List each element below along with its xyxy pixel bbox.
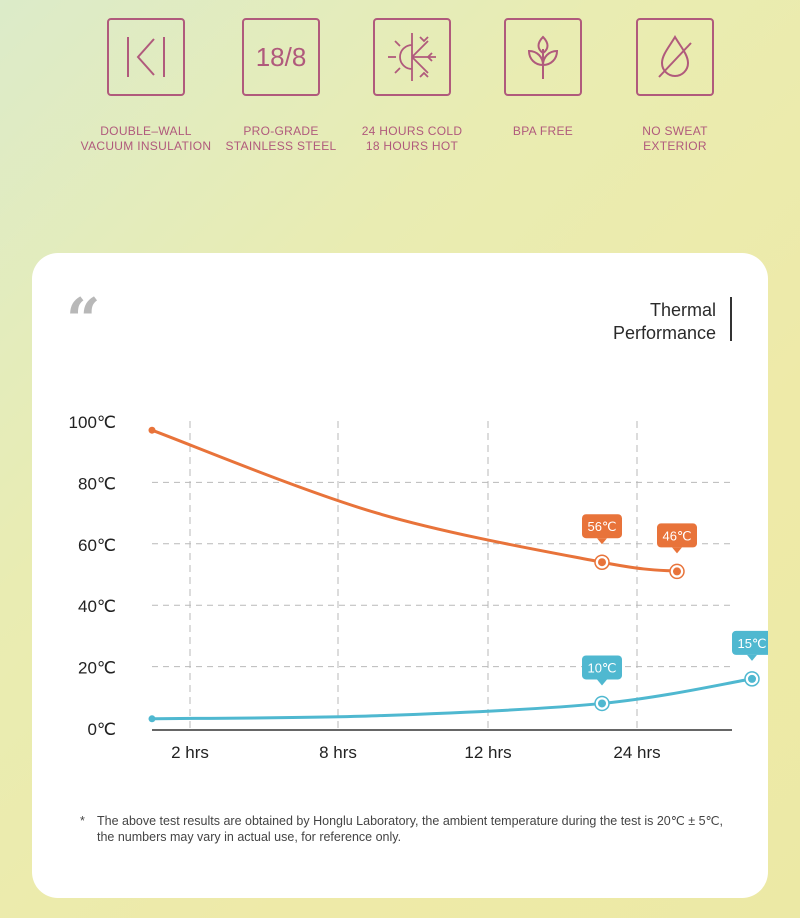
data-point — [598, 558, 606, 567]
data-point — [673, 567, 681, 576]
footnote-text: The above test results are obtained by H… — [97, 814, 724, 844]
series-line — [151, 428, 678, 573]
feature-label: PRO-GRADE STAINLESS STEEL — [225, 124, 337, 153]
data-label: 56℃ — [587, 519, 616, 534]
y-tick-label: 40℃ — [78, 597, 116, 616]
feature-vacuum-insulation: DOUBLE–WALL VACUUM INSULATION — [76, 18, 216, 154]
features-row: DOUBLE–WALL VACUUM INSULATION 18/8 PRO-G… — [0, 0, 800, 240]
data-point — [598, 699, 606, 708]
data-label-pointer — [597, 679, 607, 686]
quote-mark-icon: “ — [66, 286, 101, 356]
feature-label: 24 HOURS COLD 18 HOURS HOT — [361, 124, 463, 153]
data-label-pointer — [597, 538, 607, 545]
feature-bpa-free: BPA FREE — [473, 18, 613, 139]
feature-label: BPA FREE — [512, 124, 574, 138]
x-tick-label: 8 hrs — [319, 743, 357, 762]
feature-no-sweat: NO SWEAT EXTERIOR — [605, 18, 745, 154]
stainless-steel-icon-text: 18/8 — [255, 41, 307, 72]
data-label-pointer — [672, 547, 682, 554]
title-bar — [730, 297, 732, 341]
feature-hot-cold: 24 HOURS COLD 18 HOURS HOT — [342, 18, 482, 154]
vacuum-insulation-icon — [107, 18, 185, 96]
data-label-bubble — [582, 514, 622, 539]
data-label: 10℃ — [587, 660, 616, 675]
chart-title-line2: Performance — [612, 323, 716, 343]
thermal-performance-card: “ Thermal Performance 100℃ 80℃ 60℃ 40℃ 20℃ 0℃… — [32, 253, 768, 898]
data-point — [748, 674, 756, 683]
x-tick-label: 24 hrs — [613, 743, 660, 762]
wheat-icon — [504, 18, 582, 96]
feature-label: DOUBLE–WALL VACUUM INSULATION — [80, 124, 212, 153]
series-line — [151, 677, 753, 721]
y-tick-label: 0℃ — [87, 720, 116, 739]
x-tick-label: 2 hrs — [171, 743, 209, 762]
y-tick-label: 100℃ — [69, 413, 116, 432]
footnote: * The above test results are obtained by… — [80, 813, 740, 845]
y-tick-label: 60℃ — [78, 536, 116, 555]
chart-title: Thermal Performance — [613, 299, 716, 345]
data-label: 46℃ — [662, 528, 691, 543]
data-label-bubble — [657, 523, 697, 548]
chart-title-line1: Thermal — [649, 300, 716, 320]
data-label-pointer — [747, 654, 757, 661]
sun-snowflake-icon — [373, 18, 451, 96]
thermal-chart: 100℃ 80℃ 60℃ 40℃ 20℃ 0℃ 2 hrs 8 hrs 12 hrs 24 hrs… — [69, 413, 768, 762]
data-label-bubble — [732, 630, 768, 655]
feature-stainless-steel: 18/8 PRO-GRADE STAINLESS STEEL — [211, 18, 351, 154]
series-start-point — [148, 715, 156, 723]
series-start-point — [148, 426, 156, 434]
y-tick-label: 20℃ — [78, 659, 116, 678]
x-tick-label: 12 hrs — [464, 743, 511, 762]
data-label-bubble — [582, 655, 622, 680]
feature-label: NO SWEAT EXTERIOR — [642, 124, 708, 153]
y-tick-label: 80℃ — [78, 474, 116, 493]
footnote-star: * — [80, 814, 85, 828]
no-drop-icon — [636, 18, 714, 96]
data-label: 15℃ — [737, 636, 766, 651]
stainless-steel-icon: 18/8 — [242, 18, 320, 96]
